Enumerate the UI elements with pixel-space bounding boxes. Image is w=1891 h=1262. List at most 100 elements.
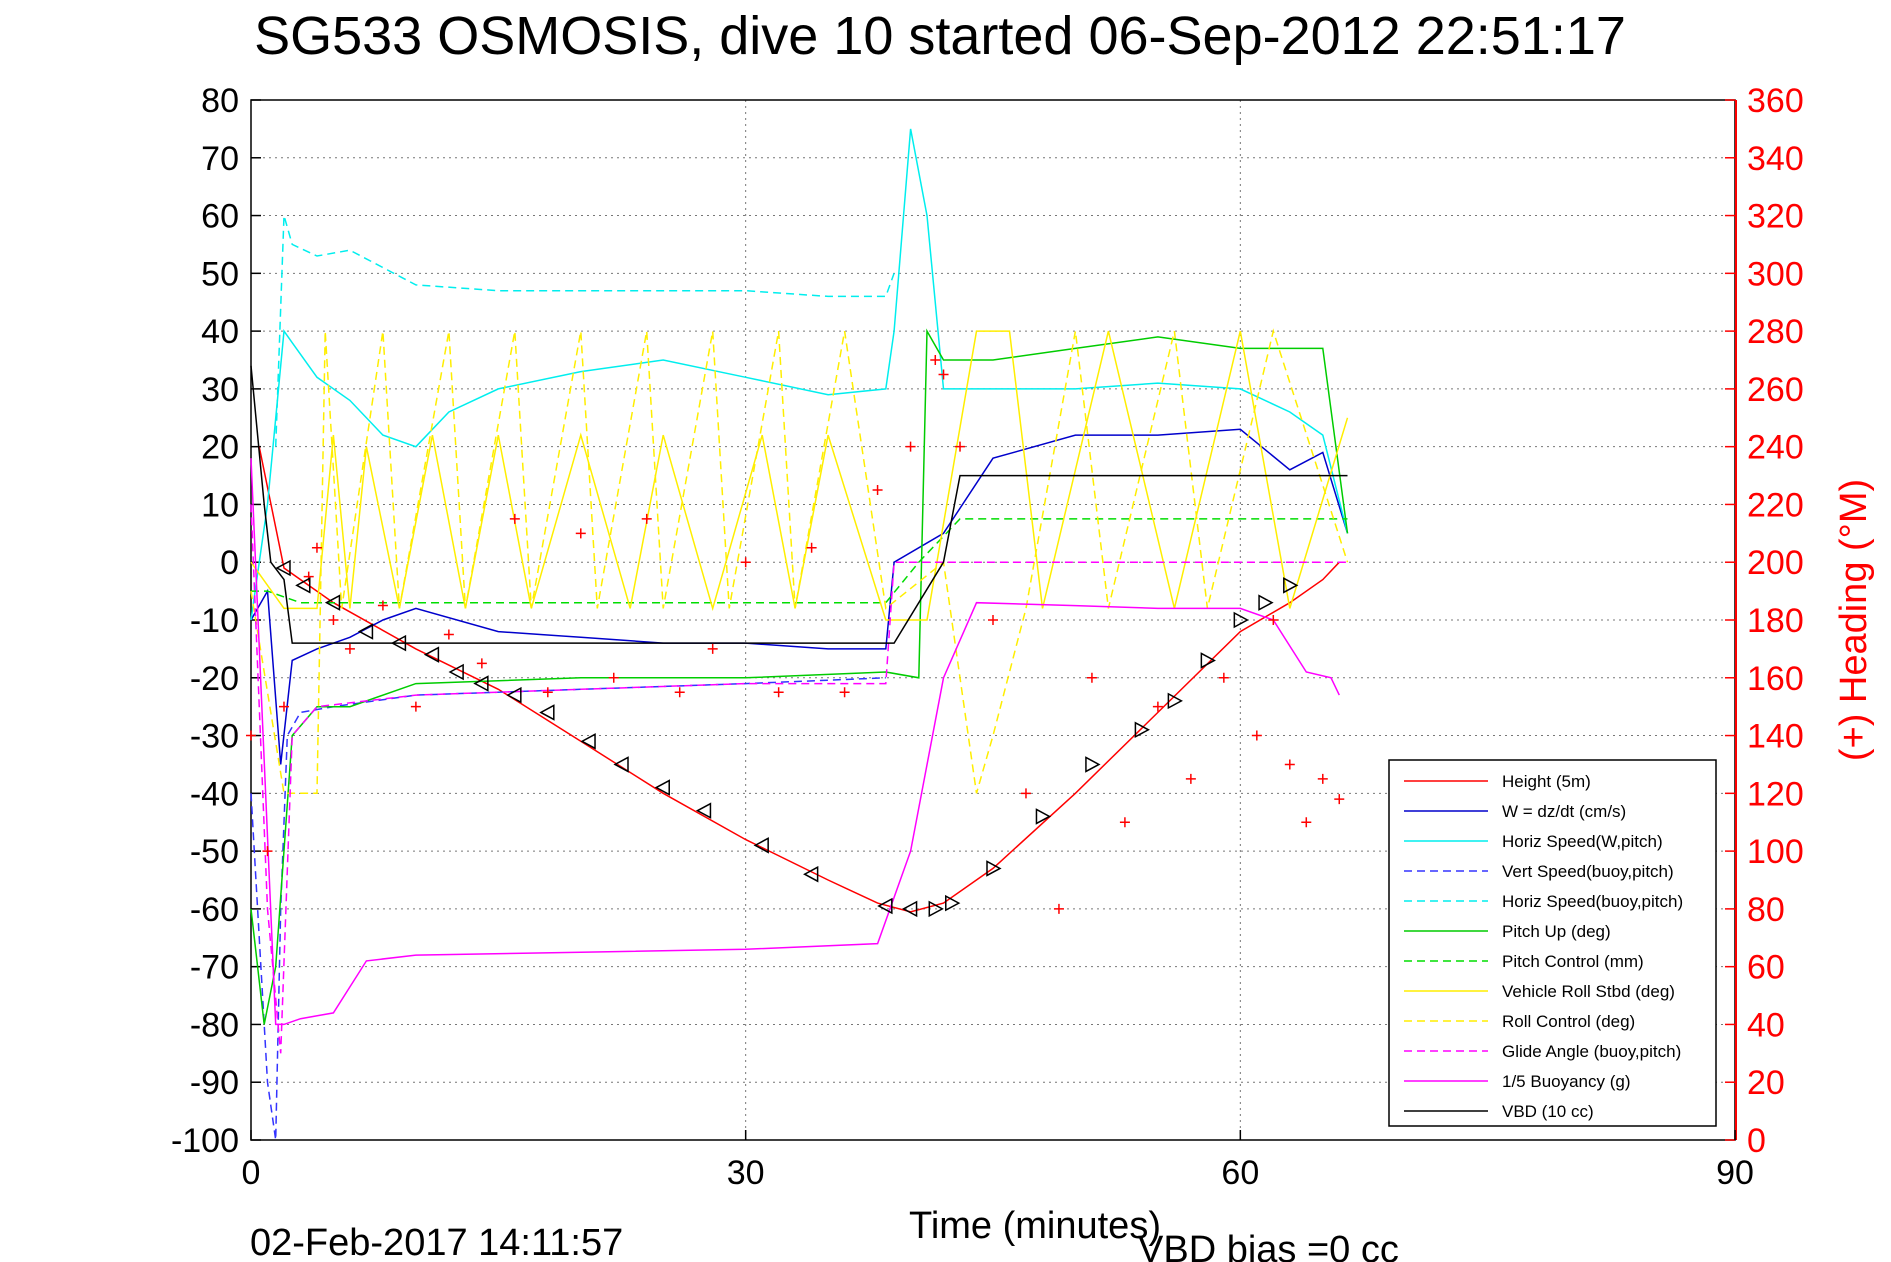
y-axis-right: 3603403203002802602402202001801601401201… [1725,82,1804,1160]
heading-marker [1152,701,1163,712]
dive-marker [1134,721,1150,739]
y-tick-label: 70 [201,140,239,178]
y2-tick-label: 180 [1747,602,1804,640]
heading-marker [674,687,685,698]
y2-tick-label: 240 [1747,429,1804,467]
y2-tick-label: 0 [1747,1122,1766,1160]
series-line [258,446,1340,913]
heading-marker [1053,903,1064,914]
dive-marker [1233,611,1249,629]
dive-markers [275,559,1299,918]
x-tick-label: 30 [727,1154,765,1192]
legend-label: VBD (10 cc) [1502,1102,1594,1121]
y2-tick-label: 200 [1747,544,1804,582]
chart-title: SG533 OSMOSIS, dive 10 started 06-Sep-20… [254,6,1626,66]
dive-marker [753,837,769,854]
heading-marker [1086,672,1097,683]
heading-marker [311,542,322,553]
dive-marker [448,663,464,681]
heading-marker [575,528,586,539]
dive-marker [1200,652,1216,669]
y-tick-label: -60 [190,891,239,929]
y-tick-label: -50 [190,833,239,871]
footer-note: VBD bias =0 cc [1138,1229,1399,1262]
heading-marker [988,615,998,625]
heading-marker [1020,788,1031,799]
series-line [250,677,886,1141]
heading-marker [344,643,355,654]
y2-tick-label: 360 [1747,82,1804,120]
y2-tick-label: 160 [1747,660,1804,698]
dive-marker [901,900,918,918]
series-line [251,518,1348,604]
y-tick-label: 20 [201,429,239,467]
heading-marker [262,846,273,857]
heading-marker [773,687,784,698]
y2-tick-label: 280 [1747,313,1804,351]
heading-marker [1334,794,1345,805]
dive-marker [473,675,489,692]
dive-marker [986,860,1002,877]
heading-marker [872,485,883,495]
heading-marker [740,557,751,568]
series-line [250,330,1349,621]
x-axis-label: Time (minutes) [909,1205,1161,1247]
legend-label: Glide Angle (buoy,pitch) [1502,1042,1681,1061]
dive-marker [1167,692,1183,710]
y2-tick-label: 260 [1747,371,1804,409]
heading-marker [476,658,487,669]
heading-marker [1284,759,1295,770]
y-tick-label: 10 [201,486,239,524]
heading-marker [938,369,949,380]
heading-marker [806,542,817,553]
dive-marker [1283,577,1299,594]
heading-marker [1185,773,1196,784]
x-tick-label: 60 [1221,1154,1259,1192]
heading-marker [377,600,388,611]
legend-label: 1/5 Buoyancy (g) [1502,1072,1631,1091]
y2-tick-label: 300 [1747,255,1804,293]
dive-marker [945,894,961,912]
heading-marker [839,687,850,698]
heading-marker [1119,817,1130,828]
y2-tick-label: 40 [1747,1006,1785,1044]
y-tick-label: -40 [190,775,239,813]
y2-tick-label: 140 [1747,718,1804,756]
heading-marker [278,701,289,712]
heading-marker [905,441,916,452]
footer-date: 02-Feb-2017 14:11:57 [250,1222,623,1262]
x-tick-label: 0 [242,1154,261,1192]
heading-marker [707,643,718,654]
heading-marker [608,672,619,683]
series-layer [250,128,1349,1141]
dive-marker [295,577,311,594]
y-tick-label: -10 [190,602,239,640]
y-tick-label: -90 [190,1064,239,1102]
y2-tick-label: 20 [1747,1064,1785,1102]
dive-marker [506,686,522,704]
legend-label: Roll Control (deg) [1502,1012,1635,1031]
y-tick-label: 30 [201,371,239,409]
dive-marker [539,704,555,721]
legend-label: Pitch Up (deg) [1502,922,1611,941]
series-line [250,504,1348,1054]
legend-label: W = dz/dt (cm/s) [1502,802,1626,821]
dive-marker [928,900,944,918]
x-axis: 0 30 60 90 [242,1130,1754,1192]
y-axis-left: 80 70 60 50 40 30 20 10 0 -10 -20 -30 -40 -50 -60 -70 -8… [171,82,261,1160]
heading-markers [246,355,1345,914]
legend-box [1388,759,1717,1127]
y-tick-label: 80 [201,82,239,120]
dive-marker [1035,808,1052,825]
heading-marker [1268,615,1279,625]
dive-marker [877,897,893,915]
y2-tick-label: 220 [1747,486,1804,524]
legend-label: Height (5m) [1502,772,1591,791]
dive-marker [580,733,596,750]
y-tick-label: -80 [190,1006,239,1044]
dive-marker [357,623,374,640]
dive-marker [613,756,629,773]
y2-tick-label: 60 [1747,949,1785,987]
heading-marker [542,687,553,698]
y-tick-label: -70 [190,949,239,987]
